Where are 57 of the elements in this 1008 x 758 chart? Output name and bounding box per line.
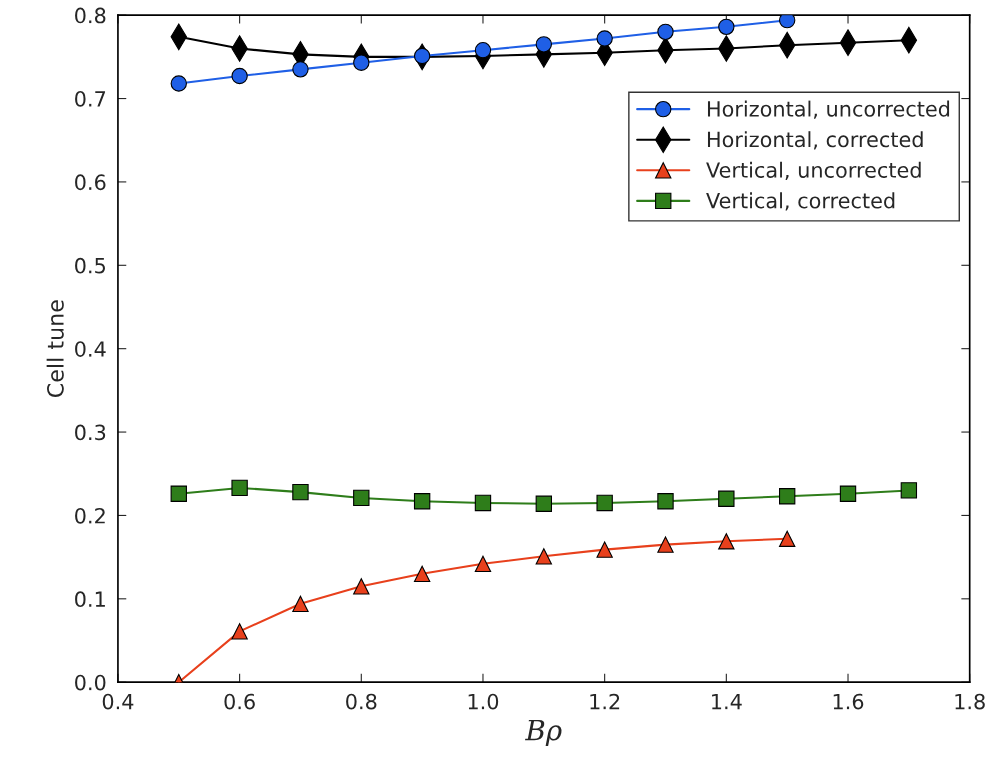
- point: [718, 490, 735, 507]
- point: [596, 541, 613, 558]
- y-tick-label: 0.1: [75, 591, 105, 608]
- x-axis-title: Bρ: [525, 719, 562, 746]
- point: [353, 489, 370, 507]
- point: [839, 485, 857, 502]
- y-tick-label: 0.6: [75, 174, 106, 191]
- point: [231, 623, 248, 640]
- point: [292, 61, 309, 78]
- legend-label: Vertical, uncorrected: [706, 161, 921, 181]
- x-tick-label: 1.2: [590, 693, 620, 710]
- legend-label: Horizontal, uncorrected: [707, 100, 950, 119]
- point: [292, 595, 309, 613]
- point: [657, 493, 674, 510]
- y-axis-title: Cell tune: [46, 300, 64, 398]
- point: [474, 41, 492, 59]
- point: [778, 488, 796, 505]
- y-tick-label: 0.2: [75, 507, 105, 524]
- point: [596, 494, 613, 512]
- x-tick-label: 1.4: [712, 693, 742, 710]
- x-tick-label: 1.6: [833, 693, 864, 710]
- point: [170, 75, 187, 92]
- legend-label: Horizontal, corrected: [707, 131, 923, 150]
- point: [413, 565, 431, 582]
- x-tick-label: 1.8: [955, 693, 985, 710]
- point: [596, 30, 613, 47]
- x-tick-label: 0.4: [102, 693, 134, 710]
- point: [535, 36, 553, 53]
- point: [657, 536, 674, 553]
- point: [718, 18, 735, 36]
- y-tick-label: 0.3: [75, 424, 106, 441]
- y-tick-label: 0.0: [75, 674, 106, 691]
- y-tick-label: 0.7: [75, 90, 106, 107]
- point: [292, 483, 309, 501]
- x-tick-label: 1.0: [468, 693, 499, 710]
- point: [231, 479, 248, 497]
- point: [353, 578, 370, 595]
- point: [474, 494, 492, 512]
- point: [900, 482, 918, 499]
- point: [718, 533, 735, 550]
- x-tick-label: 0.8: [346, 693, 377, 710]
- point: [778, 15, 796, 29]
- point: [535, 548, 553, 565]
- point: [170, 485, 187, 502]
- point: [413, 493, 431, 510]
- y-tick-label: 0.5: [75, 257, 106, 274]
- point: [413, 47, 431, 65]
- x-tick-label: 0.6: [224, 693, 255, 710]
- point: [657, 23, 674, 41]
- point: [474, 555, 492, 572]
- point: [231, 67, 248, 85]
- y-tick-label: 0.8: [75, 7, 106, 24]
- legend-label: Vertical, corrected: [706, 192, 895, 211]
- point: [535, 495, 553, 512]
- point: [778, 530, 796, 547]
- point: [353, 54, 370, 71]
- y-tick-label: 0.4: [75, 341, 106, 357]
